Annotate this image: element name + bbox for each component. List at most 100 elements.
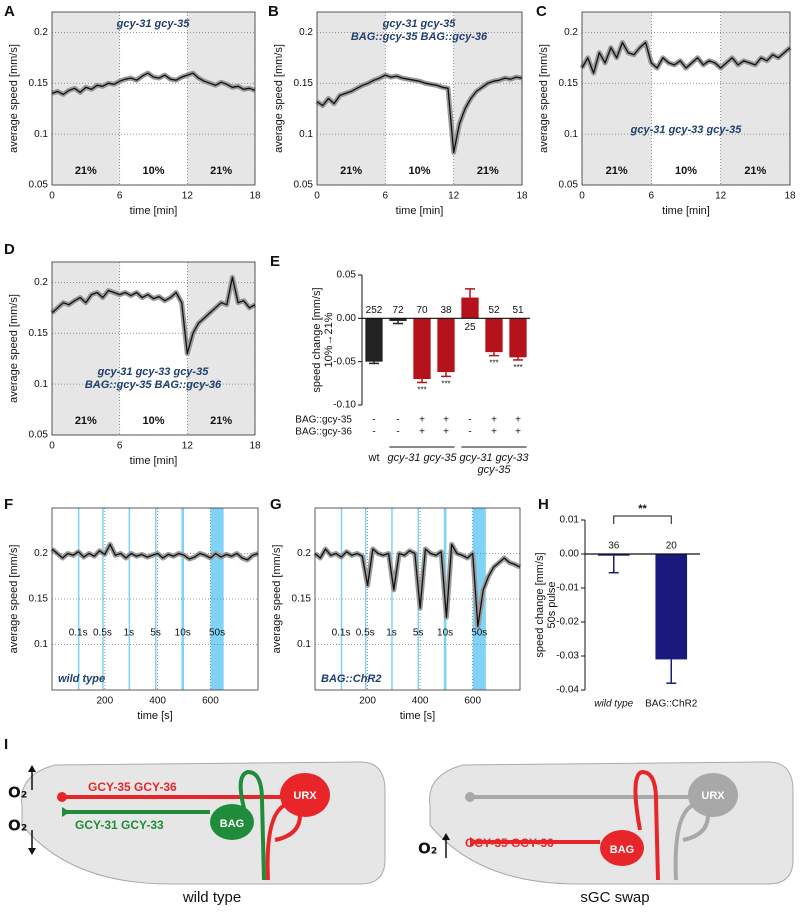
sample-size: 52: [488, 305, 500, 316]
x-axis-label: time [min]: [130, 205, 178, 217]
period-shade: [52, 262, 120, 435]
row-sign: +: [491, 415, 497, 426]
row-sign: -: [468, 427, 471, 438]
y-tick-label: 0.05: [337, 270, 357, 281]
bar: [365, 318, 383, 362]
period-label: 21%: [744, 165, 766, 177]
period-label: 10%: [142, 165, 164, 177]
x-tick-label: BAG::ChR2: [645, 699, 698, 710]
protein-label: GCY-35 GCY-36: [465, 836, 554, 850]
x-tick-label: 6: [117, 441, 123, 452]
y-tick-label: 0.15: [294, 78, 314, 89]
pulse-label: 0.5s: [356, 628, 375, 639]
light-pulse: [155, 508, 157, 690]
panel-letter: B: [268, 3, 279, 20]
panel-letter: E: [270, 253, 280, 270]
x-tick-label: 6: [117, 191, 123, 202]
panel-letter: C: [536, 3, 547, 20]
y-tick-label: 0.2: [34, 27, 48, 38]
bar: [597, 554, 630, 556]
x-tick-label: 18: [516, 191, 528, 202]
sample-size: 51: [512, 305, 524, 316]
x-tick-label: 200: [359, 696, 376, 707]
plot-frame: [51, 11, 256, 186]
y-axis-label: average speed [mm/s]: [8, 44, 20, 153]
period-label: 21%: [210, 415, 232, 427]
trace-line: [316, 74, 523, 154]
period-label: 21%: [210, 165, 232, 177]
urx-axon: [265, 803, 287, 881]
arrow-head: [28, 765, 36, 772]
panel-letter: F: [4, 496, 13, 513]
trace-line: [581, 41, 791, 74]
trace-line: [51, 72, 256, 96]
annotation: gcy-31 gcy-33 gcy-35: [97, 366, 210, 378]
row-label: BAG::gcy-35: [295, 415, 352, 426]
x-tick-label: 600: [202, 696, 219, 707]
light-pulse: [181, 508, 185, 690]
x-tick-label: wild type: [594, 699, 633, 710]
pulse-label: 0.1s: [332, 628, 351, 639]
y-tick-label: 0.2: [297, 548, 311, 559]
period-label: 21%: [340, 165, 362, 177]
plot-frame: [51, 261, 256, 436]
y-axis-label: speed change [mm/s]: [534, 552, 546, 657]
y-tick-label: 0.15: [292, 594, 312, 605]
row-label: BAG::gcy-36: [295, 427, 352, 438]
bar: [413, 318, 431, 379]
period-shade: [582, 12, 652, 185]
y-axis-label: average speed [mm/s]: [538, 44, 550, 153]
plot-frame: [581, 11, 791, 186]
plot-frame: [51, 507, 259, 691]
period-shade: [187, 12, 255, 185]
protein-label: GCY-35 GCY-36: [88, 780, 177, 794]
group-label: gcy-35: [477, 464, 511, 476]
y-tick-label: 0.15: [29, 328, 49, 339]
pulse-label: 1s: [124, 628, 135, 639]
y-tick-label: 0.1: [34, 129, 48, 140]
urx-ending: [57, 792, 67, 802]
pulse-label: 5s: [150, 628, 161, 639]
caption: sGC swap: [580, 889, 649, 906]
x-axis-label: time [min]: [130, 455, 178, 467]
x-axis-label: time [s]: [137, 710, 172, 722]
y-axis-label: 50s pulse: [546, 581, 558, 628]
bar: [509, 318, 527, 358]
urx-neuron: [688, 773, 738, 817]
arrow-head: [442, 833, 450, 840]
annotation: BAG::gcy-35 BAG::gcy-36: [351, 31, 488, 43]
row-sign: +: [515, 415, 521, 426]
x-tick-label: 12: [448, 191, 460, 202]
sample-size: 36: [608, 541, 620, 552]
row-sign: -: [372, 415, 375, 426]
o2-label: O₂: [8, 784, 27, 802]
bag-axon: [238, 769, 266, 881]
urx-axon: [673, 803, 695, 881]
pulse-label: 0.5s: [93, 628, 112, 639]
annotation: gcy-31 gcy-35: [382, 18, 457, 30]
x-tick-label: 0: [49, 441, 55, 452]
panel-letter: A: [4, 3, 15, 20]
y-axis-label: average speed [mm/s]: [8, 545, 20, 654]
row-sign: +: [515, 427, 521, 438]
neuron-label: URX: [293, 790, 317, 802]
y-tick-label: 0.1: [299, 129, 313, 140]
pulse-label: 10s: [175, 628, 191, 639]
annotation: BAG::ChR2: [321, 673, 382, 685]
significance: ***: [441, 380, 450, 389]
row-sign: -: [372, 427, 375, 438]
period-label: 10%: [142, 415, 164, 427]
protein-label: GCY-31 GCY-33: [75, 818, 164, 832]
period-label: 10%: [408, 165, 430, 177]
group-label: gcy-31 gcy-33: [459, 452, 529, 464]
y-axis-label: 10%→21%: [323, 312, 335, 367]
y-tick-label: 0.2: [299, 27, 313, 38]
trace-line: [314, 543, 521, 627]
trace-line: [51, 276, 256, 355]
y-tick-label: -0.02: [556, 617, 579, 628]
y-tick-label: -0.04: [556, 685, 579, 696]
plot-frame: [316, 11, 523, 186]
row-sign: -: [396, 427, 399, 438]
significance: ***: [513, 363, 522, 372]
y-axis-label: average speed [mm/s]: [8, 294, 20, 403]
